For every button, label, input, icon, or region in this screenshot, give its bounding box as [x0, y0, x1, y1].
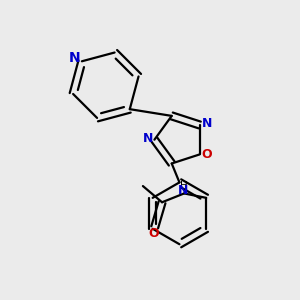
- Text: N: N: [69, 51, 80, 65]
- Text: O: O: [148, 227, 158, 240]
- Text: N: N: [143, 132, 153, 145]
- Text: H: H: [180, 181, 188, 191]
- Text: O: O: [202, 148, 212, 161]
- Text: N: N: [178, 184, 188, 197]
- Text: N: N: [202, 117, 212, 130]
